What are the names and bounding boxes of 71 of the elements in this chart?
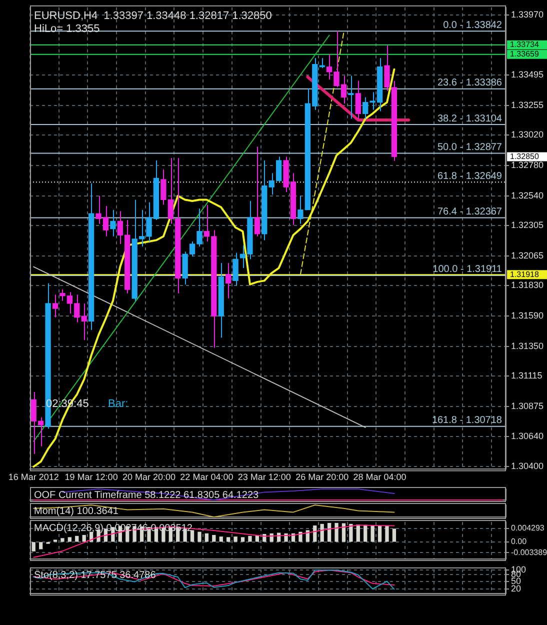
bar xyxy=(334,522,338,542)
annotation: 38.2 - 1.33104 xyxy=(438,113,502,124)
bar xyxy=(320,524,324,542)
bar xyxy=(370,525,374,542)
x-tick-label: 28 Mar 04:00 xyxy=(353,472,406,482)
x-tick-label: 20 Mar 20:00 xyxy=(122,472,176,482)
y-tick-label: -0.003389 xyxy=(511,548,547,557)
y-tick-label: 1.31115 xyxy=(511,370,542,381)
x-tick-label: 19 Mar 12:00 xyxy=(64,472,118,482)
y-tick-label: 1.32540 xyxy=(511,190,544,200)
y-tick-label: 1.31590 xyxy=(511,310,544,321)
bar xyxy=(385,525,389,542)
bar xyxy=(212,534,216,542)
y-tick-label: 0.004293 xyxy=(511,524,545,533)
chart-title: Mom(14) 100.3641 xyxy=(34,506,119,517)
y-tick-label: 1.33020 xyxy=(511,130,544,140)
text: 1.32850 xyxy=(510,152,540,161)
bar xyxy=(392,528,396,542)
bar xyxy=(234,536,238,542)
y-tick-label: 1.33255 xyxy=(511,100,544,110)
y-tick-label: 1.30400 xyxy=(511,461,544,472)
annotation: 50.0 - 1.32877 xyxy=(438,142,502,154)
y-tick-label: 1.32065 xyxy=(511,250,544,260)
annotation: Bar: xyxy=(108,398,128,410)
x-tick-label: 16 Mar 2012 xyxy=(8,472,59,482)
bar xyxy=(327,522,332,542)
ref-line-label: 1.33734 xyxy=(510,40,540,50)
bar xyxy=(60,538,64,542)
bar xyxy=(364,524,368,542)
y-tick-label: 1.32305 xyxy=(511,220,544,230)
bar xyxy=(75,536,79,542)
bar xyxy=(204,533,209,542)
ref-line-label: 1.31918 xyxy=(510,270,540,279)
candlestick xyxy=(348,75,354,120)
y-tick-label: 1.33970 xyxy=(511,9,544,20)
annotation: 0.0 - 1.33842 xyxy=(443,20,502,31)
annotation: 100.0 - 1.31911 xyxy=(432,264,502,276)
y-tick-label: 1.31830 xyxy=(511,280,544,290)
bar xyxy=(147,527,151,542)
bar xyxy=(342,523,346,542)
annotation: 61.8 - 1.32649 xyxy=(438,170,502,182)
bar xyxy=(190,530,194,542)
ref-line-label: 1.33659 xyxy=(510,50,540,59)
bar xyxy=(219,536,223,542)
bar xyxy=(240,537,245,542)
bar xyxy=(38,542,43,550)
bar xyxy=(356,524,360,542)
y-tick-label: 1.33495 xyxy=(511,70,544,80)
x-tick-label: 23 Mar 12:00 xyxy=(238,472,291,482)
annotation: 161.8 - 1.30718 xyxy=(432,415,502,426)
bar xyxy=(378,525,382,542)
bar xyxy=(198,532,202,542)
y-tick-label: 1.30640 xyxy=(511,430,544,441)
bar xyxy=(68,537,72,542)
bar xyxy=(82,534,86,542)
bar xyxy=(313,525,317,542)
y-tick-label: 0.00 xyxy=(511,537,528,546)
bar xyxy=(248,536,252,542)
bar xyxy=(349,524,353,542)
y-tick-label: 1.31350 xyxy=(511,340,544,351)
bar xyxy=(32,542,36,552)
chart-title: EURUSD,H4 1.33397 1.33448 1.32817 1.32850 xyxy=(34,10,272,22)
y-tick-label: 1.30875 xyxy=(511,401,544,412)
bar xyxy=(298,532,302,542)
annotation: 76.4 - 1.32367 xyxy=(438,206,502,218)
y-tick-label: 1.32780 xyxy=(511,160,544,170)
bar xyxy=(306,530,310,542)
x-tick-label: 26 Mar 20:00 xyxy=(296,472,349,482)
x-tick-label: 22 Mar 04:00 xyxy=(180,472,234,482)
bar xyxy=(226,537,230,542)
annotation: 23.6 - 1.33386 xyxy=(438,78,502,89)
